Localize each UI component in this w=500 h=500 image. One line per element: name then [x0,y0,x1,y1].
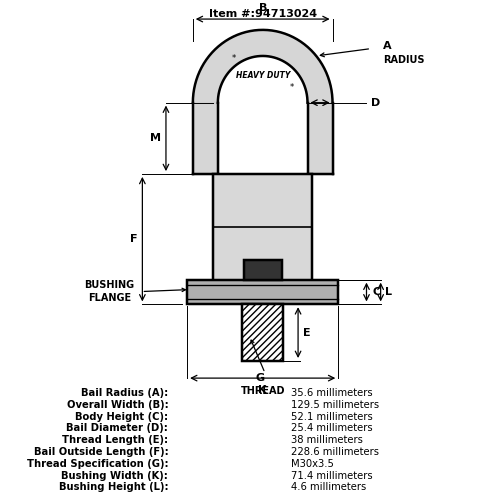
Text: FLANGE: FLANGE [88,294,131,304]
Text: *: * [232,54,235,63]
Text: Thread Length (E):: Thread Length (E): [62,435,168,445]
Text: Bail Outside Length (F):: Bail Outside Length (F): [34,447,168,457]
Bar [244,260,282,280]
Text: RADIUS: RADIUS [383,55,424,65]
Bar [213,174,312,292]
Text: 38 millimeters: 38 millimeters [291,435,363,445]
Bar [242,304,283,361]
Polygon shape [193,102,218,174]
Text: M30x3.5: M30x3.5 [291,459,334,469]
Text: Thread Specification (G):: Thread Specification (G): [26,459,169,469]
Text: B: B [258,2,267,12]
Text: Bail Diameter (D):: Bail Diameter (D): [66,424,168,434]
Text: Item #:94713024: Item #:94713024 [208,9,317,19]
Text: A: A [383,41,392,51]
Text: E: E [303,328,310,338]
Text: D: D [371,98,380,108]
Text: M: M [150,134,161,143]
Text: F: F [130,234,138,244]
Text: C: C [372,287,380,297]
Text: 228.6 millimeters: 228.6 millimeters [291,447,379,457]
Text: 35.6 millimeters: 35.6 millimeters [291,388,372,398]
Text: *: * [290,84,294,92]
Text: HEAVY DUTY: HEAVY DUTY [236,71,290,80]
Text: G: G [256,373,265,383]
Polygon shape [308,102,332,174]
Text: Bushing Height (L):: Bushing Height (L): [58,482,168,492]
Text: 52.1 millimeters: 52.1 millimeters [291,412,372,422]
Text: Overall Width (B):: Overall Width (B): [66,400,168,410]
Text: 4.6 millimeters: 4.6 millimeters [291,482,366,492]
Text: THREAD: THREAD [240,386,285,396]
Bar [187,280,338,304]
Text: L: L [386,287,392,297]
Text: 129.5 millimeters: 129.5 millimeters [291,400,379,410]
Text: 25.4 millimeters: 25.4 millimeters [291,424,372,434]
Text: Bail Radius (A):: Bail Radius (A): [81,388,168,398]
Text: BUSHING: BUSHING [84,280,134,289]
Text: Body Height (C):: Body Height (C): [75,412,168,422]
Text: K: K [258,384,267,394]
Polygon shape [193,30,332,102]
Text: 71.4 millimeters: 71.4 millimeters [291,470,372,480]
Text: Bushing Width (K):: Bushing Width (K): [62,470,168,480]
